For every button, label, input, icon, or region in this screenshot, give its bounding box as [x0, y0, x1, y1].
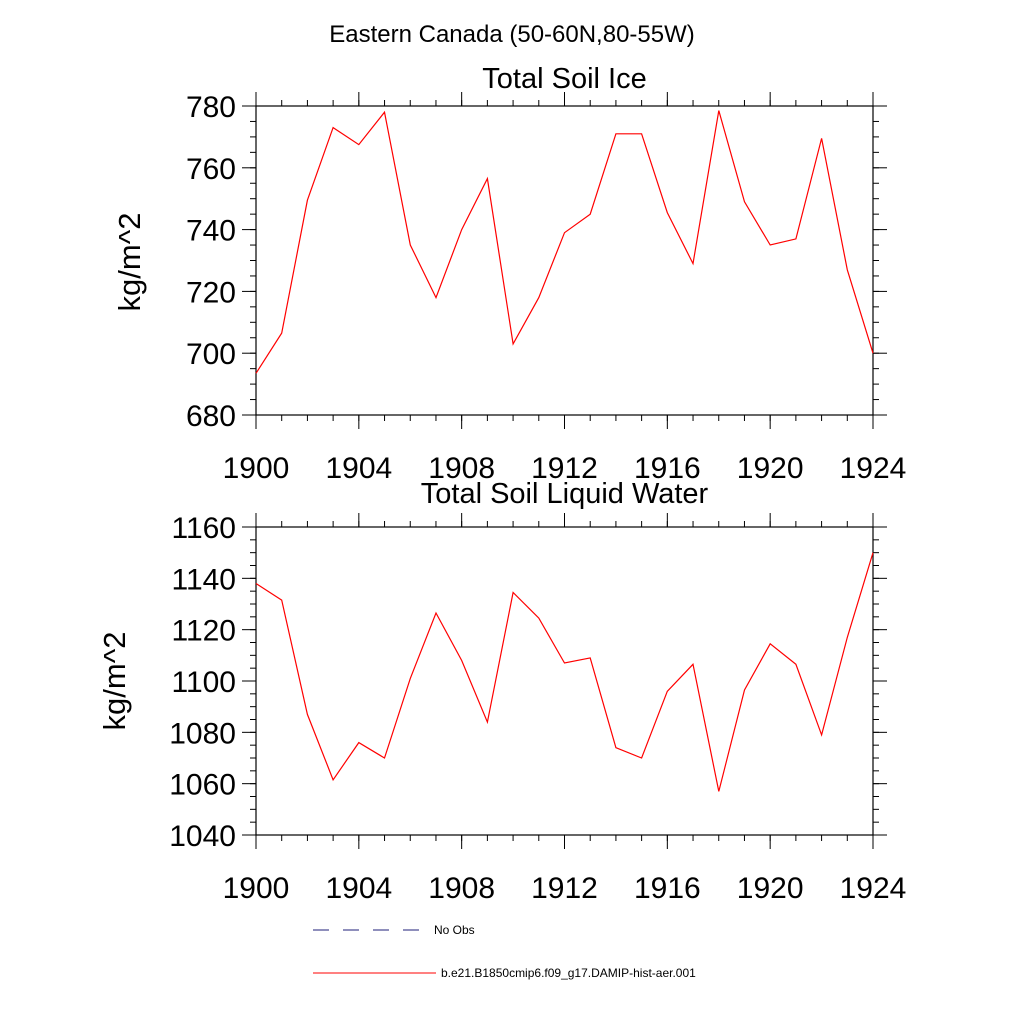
y-tick-label: 1100	[171, 666, 236, 699]
plot-frame	[255, 105, 874, 416]
y-axis-label: kg/m^2	[112, 213, 147, 312]
plot-frame	[255, 526, 874, 836]
y-tick-label: 1160	[171, 512, 236, 545]
y-tick-label: 740	[186, 215, 236, 248]
x-tick-label: 1908	[428, 452, 495, 485]
series-line-soil-ice	[255, 110, 874, 374]
y-tick-label: 1140	[171, 563, 236, 596]
legend-label-no-obs: No Obs	[434, 923, 475, 937]
panel-soil-ice: Total Soil Ice kg/m^2 1900 1904 1908 1912 1916…	[112, 63, 906, 485]
x-tick-label: 1924	[840, 452, 907, 485]
x-tick-label: 1908	[428, 872, 495, 905]
y-tick-label: 680	[186, 400, 236, 433]
y-tick-label: 780	[186, 91, 236, 124]
panel-title-soil-liquid-water: Total Soil Liquid Water	[421, 478, 709, 510]
x-tick-label: 1900	[223, 452, 290, 485]
y-tick-label: 1080	[169, 717, 236, 750]
y-tick-label: 720	[186, 276, 236, 309]
x-tick-label: 1904	[325, 872, 392, 905]
x-tick-label: 1904	[325, 452, 392, 485]
x-tick-label: 1924	[840, 872, 907, 905]
series-line-soil-liquid-water	[255, 552, 874, 792]
x-tick-label: 1920	[737, 872, 804, 905]
x-tick-label: 1920	[737, 452, 804, 485]
legend-label-model: b.e21.B1850cmip6.f09_g17.DAMIP-hist-aer.…	[441, 966, 696, 980]
x-tick-label: 1912	[531, 872, 598, 905]
y-tick-label: 700	[186, 338, 236, 371]
x-tick-label: 1916	[634, 872, 701, 905]
x-tick-label: 1912	[531, 452, 598, 485]
y-tick-label: 1120	[171, 615, 236, 648]
y-tick-label: 760	[186, 153, 236, 186]
legend: No Obs b.e21.B1850cmip6.f09_g17.DAMIP-hi…	[313, 923, 696, 980]
y-tick-label: 1060	[169, 769, 236, 802]
y-axis-label: kg/m^2	[97, 632, 132, 731]
y-tick-label: 1040	[169, 820, 236, 853]
panel-soil-liquid-water: Total Soil Liquid Water kg/m^2 1900 1904 190…	[97, 478, 906, 905]
figure-title: Eastern Canada (50-60N,80-55W)	[329, 21, 695, 48]
x-tick-label: 1900	[223, 872, 290, 905]
x-tick-label: 1916	[634, 452, 701, 485]
panel-title-soil-ice: Total Soil Ice	[482, 63, 646, 95]
